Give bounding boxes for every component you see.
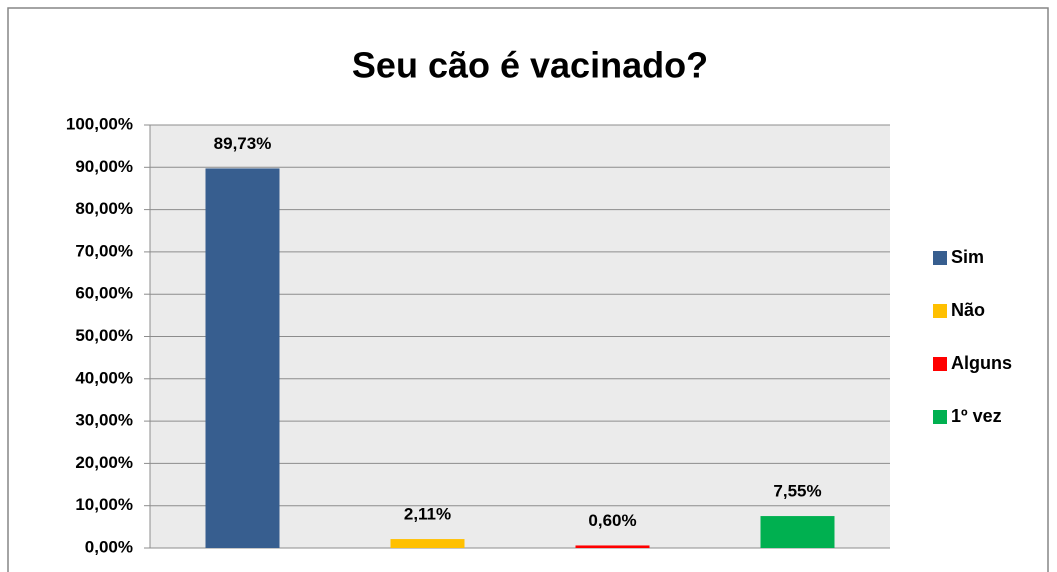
legend-swatch [933, 304, 947, 318]
legend-label: Alguns [951, 353, 1012, 373]
legend-swatch [933, 251, 947, 265]
y-tick-label: 100,00% [66, 114, 133, 133]
legend-swatch [933, 357, 947, 371]
y-tick-label: 60,00% [75, 284, 133, 303]
data-label: 7,55% [773, 482, 821, 501]
bar [390, 539, 465, 548]
chart-title: Seu cão é vacinado? [352, 45, 708, 86]
y-tick-label: 70,00% [75, 241, 133, 260]
y-tick-label: 10,00% [75, 495, 133, 514]
legend-label: 1º vez [951, 406, 1002, 426]
y-tick-label: 20,00% [75, 453, 133, 472]
data-label: 0,60% [588, 511, 636, 530]
bar [760, 516, 835, 548]
data-label: 2,11% [404, 505, 451, 524]
legend-swatch [933, 410, 947, 424]
data-label: 89,73% [214, 134, 272, 153]
bar [575, 545, 650, 548]
legend-label: Não [951, 300, 985, 320]
bar [205, 168, 280, 549]
y-tick-label: 0,00% [85, 537, 133, 556]
legend-label: Sim [951, 247, 984, 267]
y-tick-label: 90,00% [75, 157, 133, 176]
y-tick-label: 50,00% [75, 326, 133, 345]
y-tick-label: 40,00% [75, 368, 133, 387]
y-tick-label: 80,00% [75, 199, 133, 218]
y-tick-label: 30,00% [75, 411, 133, 430]
